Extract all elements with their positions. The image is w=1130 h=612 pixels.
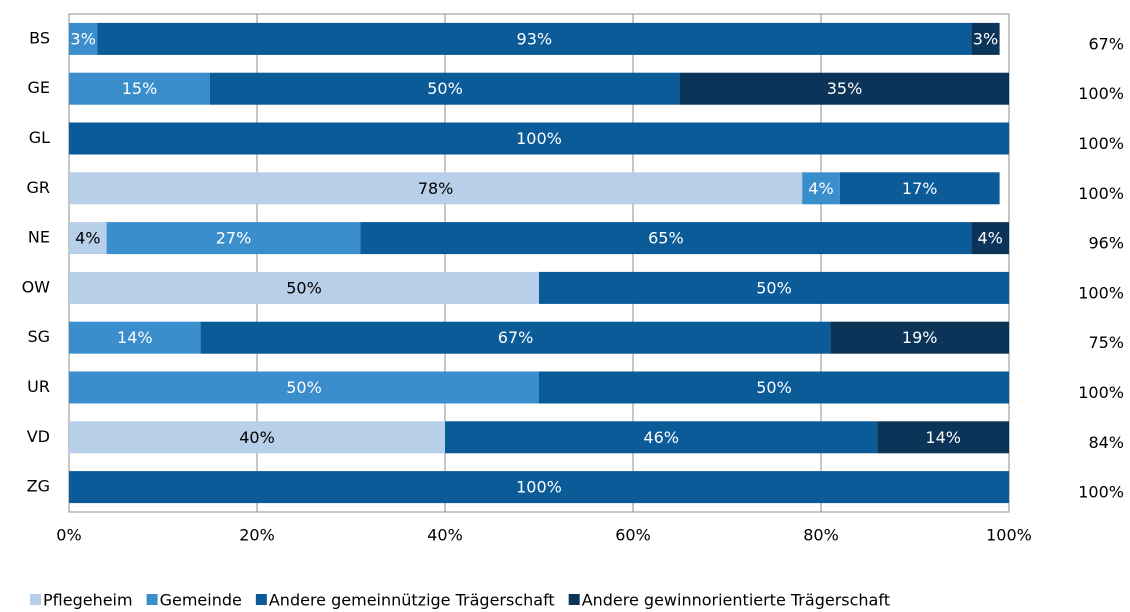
bar-segment (69, 222, 107, 255)
side-value-label: 75% (1088, 333, 1124, 352)
bar-segment (971, 222, 1009, 255)
y-tick-label: ZG (27, 477, 50, 496)
bar-segment (69, 172, 803, 205)
x-tick-label: 100% (986, 526, 1032, 545)
x-tick-label: 60% (615, 526, 651, 545)
bar-segment (106, 222, 361, 255)
bar-segment (69, 371, 539, 404)
bar-segment (69, 72, 210, 105)
bar-segment (69, 22, 98, 55)
bar-segment (69, 471, 1009, 504)
bar-segment (802, 172, 840, 205)
bar-segment (539, 371, 1009, 404)
value-label: 65% (648, 229, 684, 248)
bar-segment (360, 222, 972, 255)
x-tick-label: 20% (239, 526, 275, 545)
side-value-label: 100% (1078, 134, 1124, 153)
bar-segment (971, 22, 1000, 55)
bar-segment (680, 72, 1009, 105)
bar-segment (69, 122, 1009, 155)
bar-segment (200, 321, 831, 354)
bar-segment (839, 172, 1000, 205)
y-tick-label: BS (29, 28, 50, 47)
side-value-label: 100% (1078, 483, 1124, 502)
value-label: 27% (216, 229, 252, 248)
x-tick-label: 0% (56, 526, 81, 545)
legend-swatch (146, 594, 158, 605)
value-label: 67% (498, 328, 534, 347)
bar-segment (210, 72, 680, 105)
bar-segment (69, 271, 539, 304)
value-label: 4% (808, 179, 833, 198)
value-label: 4% (75, 229, 100, 248)
legend-label: Gemeinde (160, 591, 242, 610)
bar-segment (539, 271, 1009, 304)
value-label: 78% (418, 179, 454, 198)
bar-segment (69, 321, 201, 354)
value-label: 100% (516, 129, 562, 148)
value-label: 100% (516, 478, 562, 497)
bar-segment (445, 421, 878, 454)
value-label: 17% (902, 179, 938, 198)
value-label: 3% (70, 29, 95, 48)
value-label: 14% (925, 428, 961, 447)
value-label: 40% (239, 428, 275, 447)
y-tick-label: UR (27, 377, 50, 396)
y-tick-label: NE (28, 228, 50, 247)
side-value-label: 100% (1078, 184, 1124, 203)
side-value-label: 100% (1078, 283, 1124, 302)
legend-label: Pflegeheim (43, 591, 133, 610)
value-label: 4% (978, 229, 1003, 248)
value-label: 19% (902, 328, 938, 347)
bar-segment (877, 421, 1009, 454)
value-label: 50% (427, 79, 463, 98)
value-label: 14% (117, 328, 153, 347)
value-label: 93% (517, 29, 553, 48)
plot-frame (68, 13, 1010, 513)
x-tick-label: 80% (803, 526, 839, 545)
legend-swatch (30, 594, 41, 605)
y-tick-label: OW (22, 277, 51, 296)
legend-label: Andere gemeinnützige Trägerschaft (269, 591, 555, 610)
side-value-label: 67% (1088, 34, 1124, 53)
bar-segment (830, 321, 1009, 354)
y-tick-label: GE (27, 78, 50, 97)
y-tick-label: VD (27, 427, 50, 446)
value-label: 35% (827, 79, 863, 98)
side-value-label: 100% (1078, 383, 1124, 402)
y-tick-label: GR (26, 178, 50, 197)
legend-label: Andere gewinnorientierte Trägerschaft (582, 591, 890, 610)
legend-swatch (255, 594, 267, 605)
value-label: 46% (643, 428, 679, 447)
side-value-label: 96% (1088, 234, 1124, 253)
value-label: 50% (286, 378, 322, 397)
side-value-label: 100% (1078, 84, 1124, 103)
y-tick-label: GL (29, 128, 50, 147)
bar-segment (97, 22, 972, 55)
side-value-label: 84% (1088, 433, 1124, 452)
value-label: 50% (286, 278, 322, 297)
legend-swatch (568, 594, 580, 605)
x-tick-label: 40% (427, 526, 463, 545)
bar-segment (69, 421, 445, 454)
y-tick-label: SG (27, 327, 50, 346)
value-label: 3% (973, 29, 998, 48)
value-label: 50% (756, 378, 792, 397)
value-label: 15% (122, 79, 158, 98)
value-label: 50% (756, 278, 792, 297)
